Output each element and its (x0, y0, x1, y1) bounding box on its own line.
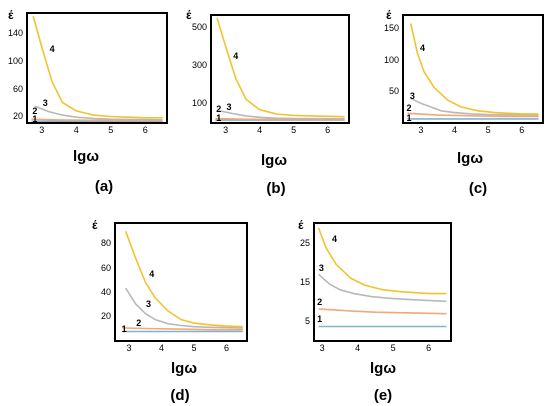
y-tick-label: 60 (12, 83, 23, 94)
series-line-2 (407, 112, 539, 118)
x-tick-label: 6 (519, 125, 525, 135)
series-line-4 (317, 227, 447, 295)
x-tick-label: 6 (325, 125, 331, 135)
curve-label-4: 4 (332, 234, 338, 245)
curve-label-1: 1 (317, 313, 323, 324)
series-line-2 (31, 118, 163, 122)
panel-label: (e) (373, 387, 393, 404)
series-line-3 (410, 97, 539, 116)
y-tick-label: 15 (299, 277, 310, 287)
y-axis-label: έ (186, 8, 192, 22)
series-line-3 (318, 273, 447, 303)
curve-label-4: 4 (49, 43, 55, 54)
curve-label-3: 3 (145, 298, 152, 309)
x-tick-label: 4 (158, 343, 164, 353)
series-line-2 (122, 327, 243, 331)
y-tick-label: 100 (191, 98, 207, 109)
curve-label-3: 3 (42, 97, 48, 108)
plot-frame (26, 12, 168, 124)
curve-label-2: 2 (32, 105, 38, 116)
x-tick-label: 4 (73, 125, 79, 135)
curve-label-2: 2 (406, 103, 412, 114)
plot-area (31, 15, 163, 122)
series-line-3 (218, 109, 345, 120)
series-line-3 (125, 287, 243, 329)
series-line-4 (216, 17, 345, 118)
y-tick-label: 150 (383, 23, 399, 34)
curve-label-4: 4 (419, 43, 426, 54)
y-axis-label: έ (386, 8, 392, 22)
series-line-4 (32, 15, 163, 119)
y-axis-label: έ (298, 218, 304, 232)
curve-label-3: 3 (226, 101, 232, 112)
curve-label-3: 3 (409, 90, 415, 101)
series-line-3 (34, 105, 163, 121)
x-tick-label: 5 (108, 125, 114, 135)
y-axis-label: έ (8, 8, 14, 22)
curve-label-4: 4 (233, 50, 239, 61)
y-tick-label: 25 (299, 238, 310, 249)
y-tick-label: 60 (100, 262, 111, 273)
x-tick-label: 4 (355, 343, 361, 353)
x-tick-label: 3 (418, 125, 424, 135)
series-line-4 (124, 231, 243, 328)
x-tick-label: 5 (390, 343, 396, 353)
y-tick-label: 100 (7, 56, 23, 67)
y-axis-label: έ (92, 218, 98, 232)
series-line-2 (215, 117, 345, 121)
plot-frame (114, 222, 248, 342)
curve-label-1: 1 (121, 324, 127, 335)
x-axis-label: lgω (260, 152, 288, 169)
y-tick-label: 20 (100, 310, 111, 321)
y-tick-label: 100 (383, 54, 399, 65)
panel-label: (c) (468, 180, 488, 197)
plot-area (215, 17, 345, 121)
panel-label: (d) (170, 387, 190, 404)
curve-label-3: 3 (318, 263, 324, 274)
plot-area (122, 231, 243, 333)
x-tick-label: 3 (126, 343, 132, 353)
y-tick-label: 20 (12, 111, 23, 122)
x-tick-label: 6 (223, 343, 229, 353)
curve-label-1: 1 (216, 112, 222, 123)
curve-label-4: 4 (149, 268, 155, 279)
x-axis-label: lgω (369, 360, 397, 377)
y-tick-label: 50 (388, 85, 399, 96)
curve-label-1: 1 (406, 112, 412, 123)
plot-frame (402, 14, 544, 124)
curve-label-2: 2 (216, 103, 222, 114)
series-line-2 (318, 308, 447, 315)
x-axis-label: lgω (170, 360, 198, 377)
x-tick-label: 4 (257, 125, 263, 135)
curve-label-1: 1 (32, 114, 38, 125)
y-tick-label: 140 (7, 28, 23, 39)
curve-label-2: 2 (136, 318, 142, 329)
plot-frame (313, 222, 452, 342)
x-axis-label: lgω (456, 150, 484, 167)
x-tick-label: 5 (191, 343, 197, 353)
x-tick-label: 4 (451, 125, 457, 135)
plot-area (407, 23, 539, 120)
x-tick-label: 3 (39, 125, 45, 135)
x-tick-label: 5 (485, 125, 491, 135)
curve-label-2: 2 (317, 297, 323, 308)
y-tick-label: 500 (191, 22, 207, 33)
y-tick-label: 300 (191, 60, 207, 71)
plot-frame (210, 14, 350, 124)
panel-label: (a) (94, 178, 114, 195)
y-tick-label: 80 (100, 238, 111, 249)
x-tick-label: 3 (223, 125, 229, 135)
plot-area (317, 227, 447, 328)
x-tick-label: 5 (291, 125, 297, 135)
panel-label: (b) (266, 180, 286, 197)
y-tick-label: 5 (304, 315, 310, 326)
y-tick-label: 40 (100, 286, 111, 297)
x-tick-label: 6 (142, 125, 148, 135)
x-axis-label: lgω (72, 148, 100, 165)
x-tick-label: 6 (426, 343, 432, 353)
x-tick-label: 3 (319, 343, 325, 353)
series-line-4 (409, 23, 539, 115)
